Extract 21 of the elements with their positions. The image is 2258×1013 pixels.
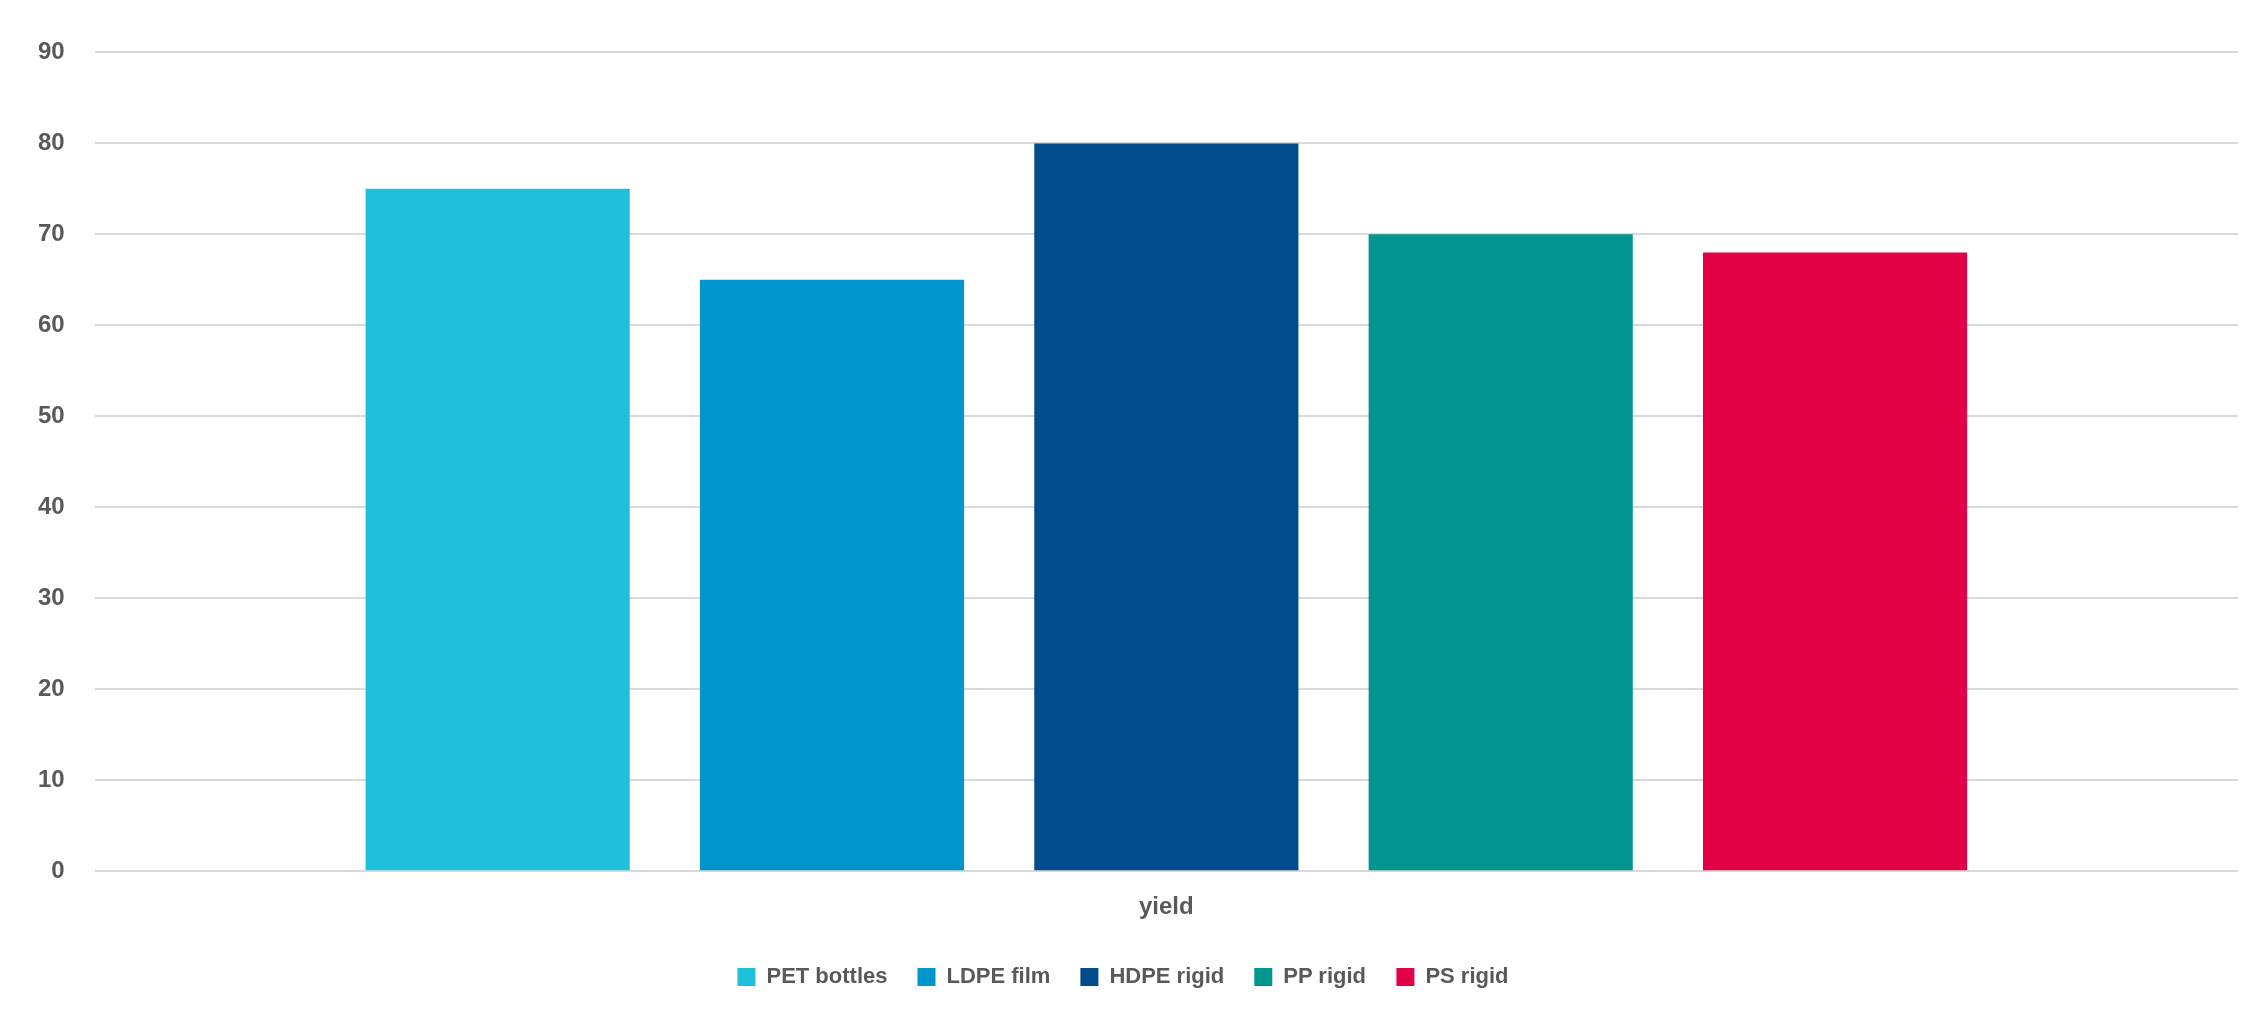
y-tick-label: 60 bbox=[37, 309, 65, 337]
x-tick-label: yield bbox=[1139, 892, 1194, 920]
legend-label: HDPE rigid bbox=[1109, 963, 1225, 989]
legend-label: PP rigid bbox=[1283, 963, 1367, 989]
y-tick-label: 80 bbox=[37, 128, 65, 155]
y-tick-label: 30 bbox=[37, 582, 65, 610]
y-tick-label: 90 bbox=[37, 37, 65, 65]
legend-label: PET bottles bbox=[766, 963, 888, 989]
bar bbox=[1368, 234, 1633, 871]
y-tick-label: 20 bbox=[37, 673, 65, 701]
y-tick-label: 50 bbox=[37, 400, 65, 428]
bar bbox=[365, 188, 630, 871]
bar bbox=[699, 279, 965, 871]
bar bbox=[1034, 143, 1299, 871]
legend-label: LDPE film bbox=[946, 963, 1051, 989]
y-tick-label: 10 bbox=[37, 764, 65, 792]
y-tick-label: 40 bbox=[37, 491, 65, 519]
bar bbox=[1702, 252, 1968, 871]
y-tick-label: 0 bbox=[51, 855, 65, 883]
y-tick-label: 70 bbox=[37, 218, 65, 246]
legend-label: PS rigid bbox=[1425, 963, 1509, 989]
